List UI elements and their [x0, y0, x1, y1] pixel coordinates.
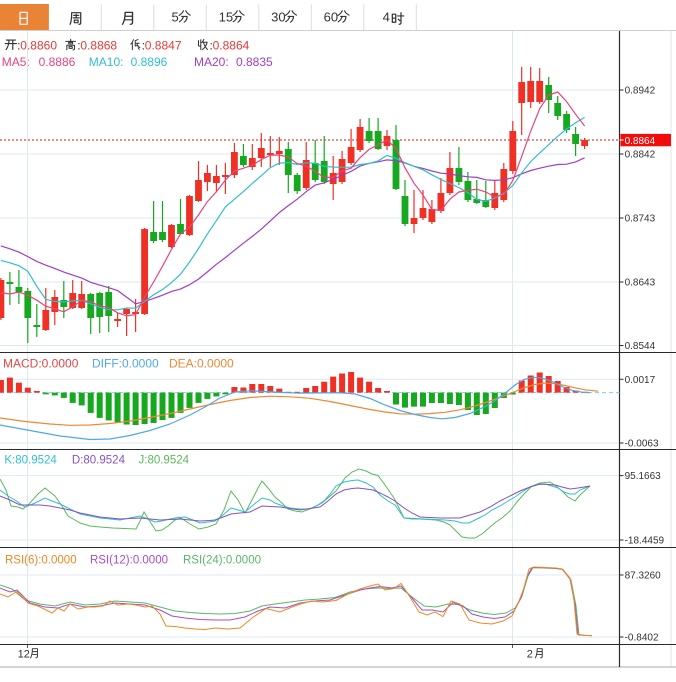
svg-text:MACD:0.0000: MACD:0.0000	[3, 357, 79, 371]
svg-text:0.8864: 0.8864	[625, 136, 656, 147]
svg-text:4: 4	[383, 9, 390, 24]
svg-text:0.8847: 0.8847	[145, 39, 182, 53]
svg-text:5: 5	[172, 9, 179, 24]
svg-text:0.8868: 0.8868	[80, 39, 117, 53]
svg-text:0.8886: 0.8886	[39, 55, 76, 69]
svg-text:DEA:0.0000: DEA:0.0000	[169, 357, 234, 371]
svg-text:0.8896: 0.8896	[131, 55, 168, 69]
svg-text::: :	[77, 39, 80, 53]
svg-text:MA10:: MA10:	[89, 55, 124, 69]
svg-text:60: 60	[324, 9, 338, 24]
svg-text:2: 2	[527, 649, 533, 661]
svg-text:MA20:: MA20:	[194, 55, 229, 69]
svg-text:12: 12	[18, 649, 30, 661]
svg-text:0.8743: 0.8743	[625, 214, 656, 225]
svg-text:87.3260: 87.3260	[625, 571, 662, 582]
svg-text:RSI(12):0.0000: RSI(12):0.0000	[90, 555, 168, 567]
svg-text:0.8942: 0.8942	[625, 86, 656, 97]
svg-text:15: 15	[219, 9, 233, 24]
svg-text:MA5:: MA5:	[2, 55, 30, 69]
svg-text:0.8842: 0.8842	[625, 150, 656, 161]
svg-text:DIFF:0.0000: DIFF:0.0000	[92, 357, 159, 371]
svg-text::: :	[210, 39, 213, 53]
svg-text:0.0017: 0.0017	[625, 375, 656, 386]
svg-text:D:80.9524: D:80.9524	[72, 455, 126, 467]
svg-text:J:80.9524: J:80.9524	[139, 455, 190, 467]
svg-text:0.8544: 0.8544	[625, 341, 656, 352]
svg-text:0.8835: 0.8835	[236, 55, 273, 69]
svg-text:95.1663: 95.1663	[625, 471, 662, 482]
svg-text:-0.0063: -0.0063	[625, 439, 659, 450]
svg-text:K:80.9524: K:80.9524	[4, 455, 57, 467]
svg-text:30: 30	[271, 9, 285, 24]
svg-text::: :	[17, 39, 20, 53]
svg-text:-18.4459: -18.4459	[625, 536, 665, 547]
svg-text:-0.8402: -0.8402	[625, 633, 659, 644]
svg-text:0.8643: 0.8643	[625, 278, 656, 289]
svg-text::: :	[142, 39, 145, 53]
svg-text:RSI(6):0.0000: RSI(6):0.0000	[5, 555, 77, 567]
svg-text:0.8860: 0.8860	[20, 39, 57, 53]
svg-text:0.8864: 0.8864	[213, 39, 250, 53]
svg-text:RSI(24):0.0000: RSI(24):0.0000	[183, 555, 261, 567]
